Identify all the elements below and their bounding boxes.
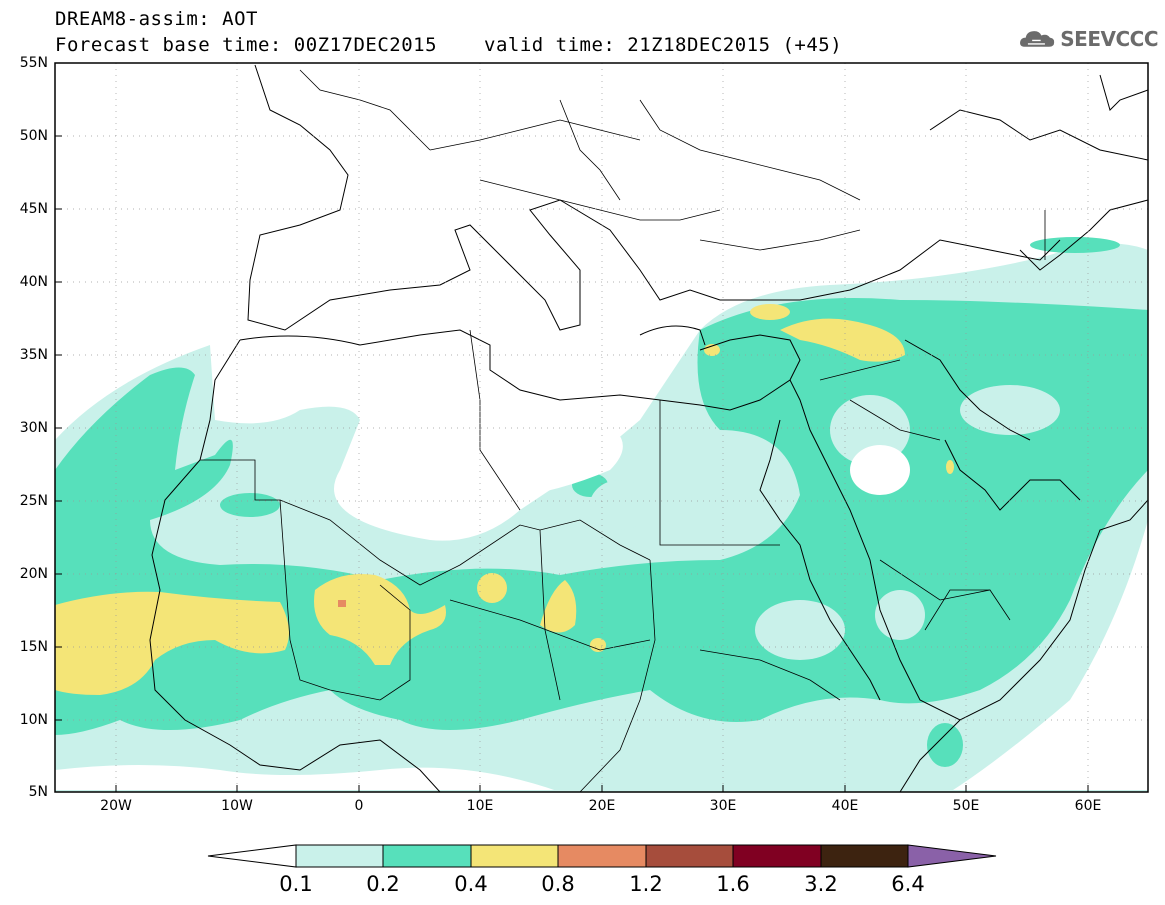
lon-label-50e: 50E <box>952 798 980 814</box>
aot-0.8-1.2-field <box>338 600 346 607</box>
colorbar-bin-1.6-3.2 <box>732 844 822 868</box>
colorbar-label-1.2: 1.2 <box>629 872 663 896</box>
colorbar-label-6.4: 6.4 <box>891 872 925 896</box>
lat-label-25n: 25N <box>19 493 48 509</box>
colorbar-low-triangle <box>207 844 297 868</box>
seevccc-logo: SEEVCCC <box>1018 22 1158 56</box>
aot-below-0.1-patches <box>352 393 910 522</box>
colorbar-label-1.6: 1.6 <box>716 872 750 896</box>
colorbar-bin-1.2-1.6 <box>645 844 734 868</box>
colorbar-label-0.4: 0.4 <box>454 872 488 896</box>
lat-label-40n: 40N <box>19 274 48 290</box>
lon-label-0: 0 <box>354 798 364 814</box>
colorbar-label-3.2: 3.2 <box>804 872 838 896</box>
axis-ticks <box>55 135 1089 792</box>
forecast-base-time: Forecast base time: 00Z17DEC2015 <box>55 34 438 56</box>
lon-label-20w: 20W <box>100 798 132 814</box>
colorbar-bin-3.2-6.4 <box>820 844 909 868</box>
colorbar-label-0.1: 0.1 <box>279 872 313 896</box>
lon-label-10w: 10W <box>221 798 253 814</box>
lat-label-50n: 50N <box>19 128 48 144</box>
country-borders <box>200 69 1046 792</box>
lat-label-5n: 5N <box>28 784 48 800</box>
lon-label-40e: 40E <box>831 798 859 814</box>
colorbar-bin-0.4-0.8 <box>470 844 559 868</box>
aot-0.4-0.8-field <box>55 304 954 695</box>
lat-label-35n: 35N <box>19 347 48 363</box>
lat-label-30n: 30N <box>19 420 48 436</box>
valid-time: valid time: 21Z18DEC2015 (+45) <box>484 34 843 56</box>
colorbar <box>207 844 997 868</box>
logo-text: SEEVCCC <box>1060 27 1158 51</box>
colorbar-label-0.8: 0.8 <box>541 872 575 896</box>
colorbar-bin-0.2-0.4 <box>382 844 472 868</box>
lat-label-20n: 20N <box>19 566 48 582</box>
colorbar-bin-0.8-1.2 <box>557 844 647 868</box>
map-title: DREAM8-assim: AOT <box>55 8 258 30</box>
lat-label-10n: 10N <box>19 712 48 728</box>
cloud-icon <box>1020 31 1055 47</box>
colorbar-label-0.2: 0.2 <box>366 872 400 896</box>
lon-label-60e: 60E <box>1074 798 1102 814</box>
lon-label-30e: 30E <box>709 798 737 814</box>
lat-label-15n: 15N <box>19 639 48 655</box>
lon-label-20e: 20E <box>588 798 616 814</box>
lat-label-45n: 45N <box>19 201 48 217</box>
coastlines <box>149 64 1148 792</box>
graticule <box>55 63 1148 792</box>
colorbar-high-triangle <box>907 844 997 868</box>
colorbar-bin-0.1-0.2 <box>295 844 384 868</box>
lon-label-10e: 10E <box>466 798 494 814</box>
lat-label-55n: 55N <box>19 55 48 71</box>
